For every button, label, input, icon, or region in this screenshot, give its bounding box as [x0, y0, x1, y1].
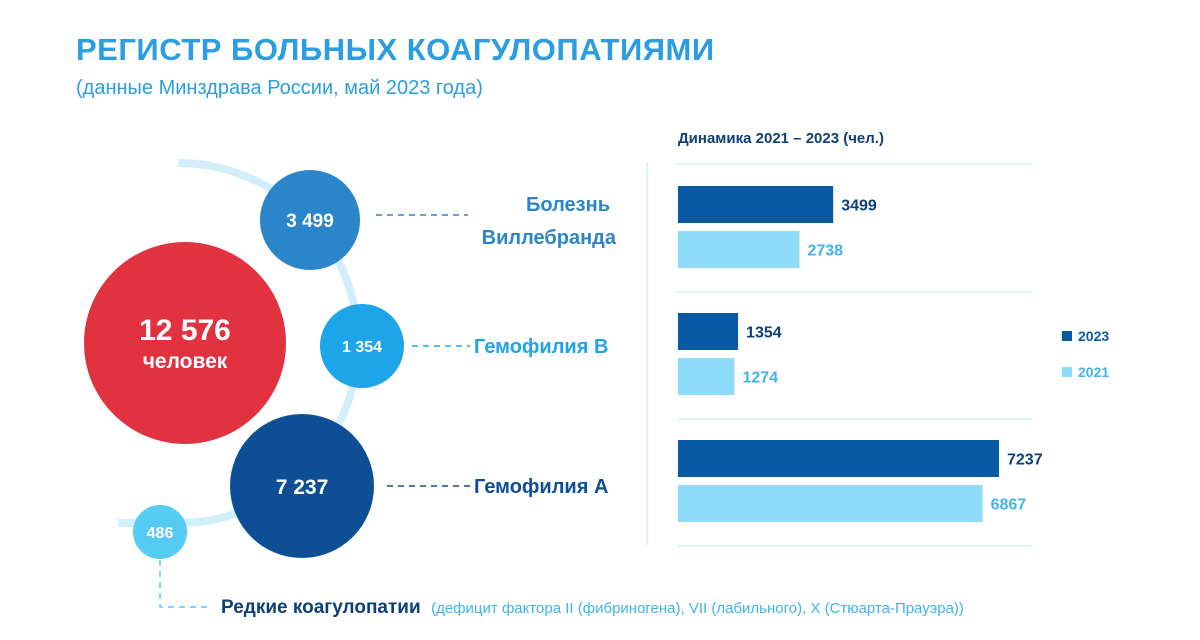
chart-legend: 2023 2021 [1062, 328, 1109, 380]
chart-title: Динамика 2021 – 2023 (чел.) [678, 130, 884, 147]
total-circle-shape [84, 242, 286, 444]
bar-value-label: 2738 [807, 243, 843, 260]
legend-label-2021: 2021 [1078, 364, 1109, 380]
bar-2021-1 [678, 231, 800, 268]
rare-circle-shape [133, 505, 187, 559]
group-label-willebrand-line2: Виллебранда [482, 227, 617, 249]
total-unit: человек [143, 350, 228, 373]
rare-value: 486 [147, 525, 174, 542]
bar-2023-1 [678, 186, 834, 223]
bar-value-label: 7237 [1007, 452, 1043, 469]
legend-swatch-2023 [1062, 331, 1072, 341]
chart-bars: 3499 2738 1354 1274 7237 6867 [678, 186, 1043, 522]
bar-2023-3 [678, 440, 999, 477]
page-subtitle: (данные Минздрава России, май 2023 года) [76, 77, 483, 99]
bar-2023-2 [678, 313, 739, 350]
connector-rare [159, 560, 212, 608]
group-circle-shape [320, 304, 404, 388]
group-circle-hemophilia-b: 1 354 [320, 304, 404, 388]
total-value: 12 576 [139, 314, 231, 347]
group-circle-shape [260, 170, 360, 270]
page-title: РЕГИСТР БОЛЬНЫХ КОАГУЛОПАТИЯМИ [76, 32, 715, 67]
bar-2021-2 [678, 358, 735, 395]
group-label-hemophilia-a: Гемофилия А [474, 476, 608, 498]
bar-value-label: 3499 [841, 198, 877, 215]
group-value: 1 354 [342, 339, 382, 356]
total-circle: 12 576 человек [84, 242, 286, 444]
rare-detail: (дефицит фактора II (фибриногена), VII (… [431, 600, 964, 617]
group-label-hemophilia-b: Гемофилия В [474, 336, 608, 358]
rare-label: Редкие коагулопатии [221, 597, 421, 618]
bar-value-label: 1354 [746, 325, 782, 342]
bar-2021-3 [678, 485, 983, 522]
legend-label-2023: 2023 [1078, 328, 1109, 344]
bar-value-label: 6867 [991, 497, 1027, 514]
rare-label-line: Редкие коагулопатии (дефицит фактора II … [221, 597, 964, 618]
group-value: 3 499 [286, 211, 334, 232]
group-value: 7 237 [276, 476, 329, 499]
group-circle-willebrand: 3 499 [260, 170, 360, 270]
rare-circle: 486 [133, 505, 187, 559]
group-circle-hemophilia-a: 7 237 [230, 414, 374, 558]
group-circle-shape [230, 414, 374, 558]
legend-swatch-2021 [1062, 367, 1072, 377]
bar-value-label: 1274 [743, 370, 779, 387]
group-label-willebrand-line1: Болезнь [526, 194, 610, 216]
